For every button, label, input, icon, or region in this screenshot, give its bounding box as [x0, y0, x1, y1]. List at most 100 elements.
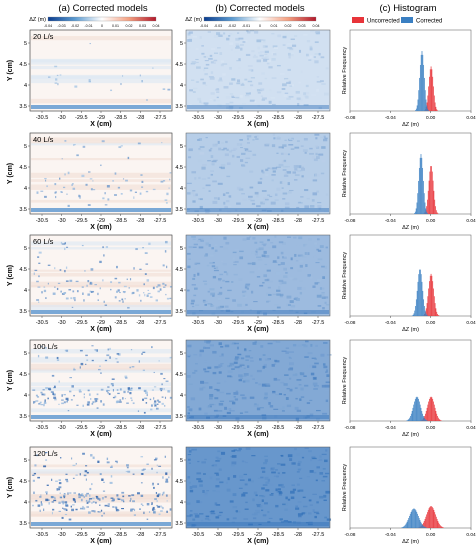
map-a-speck [116, 361, 119, 363]
histogram-bar-uncorrected [439, 524, 440, 528]
map-b-speck [295, 397, 298, 400]
map-b-speck [324, 137, 328, 140]
map-a-speck [64, 247, 66, 251]
map-b-speck [244, 95, 250, 97]
panel-row-3: 60 L/s-30.5 -30 -29.5 -29 -28.5 -28 -27.5X (cm… [7, 234, 476, 333]
map-b-speck [313, 255, 317, 259]
map-b-speck [287, 52, 291, 56]
map-b-speck [207, 303, 212, 305]
map-a-speck [82, 145, 86, 148]
map-a-speck [95, 501, 97, 504]
map-a-speck [47, 264, 51, 266]
map-b-speck [198, 238, 203, 241]
histogram-bar-corrected [427, 108, 429, 111]
map-b-speck [256, 39, 262, 43]
histogram-xtick-label: 0.04 [466, 532, 476, 538]
map-xtick-label: -28 [136, 425, 144, 431]
map-b-speck [213, 52, 219, 54]
map-a-speck [62, 292, 66, 294]
histogram-xtick-label: -0.04 [385, 532, 396, 538]
histogram-bar-uncorrected [432, 281, 434, 316]
map-a-speck [131, 494, 135, 497]
map-a-speck [47, 499, 50, 501]
map-a-speck [43, 286, 46, 288]
map-a-speck [72, 504, 75, 506]
map-a-speck [48, 76, 51, 78]
map-b-speck [187, 344, 192, 348]
map-b-speck [187, 458, 191, 461]
map-a-speck [128, 287, 130, 289]
map-b-speck [204, 518, 210, 520]
map-b-speck [305, 340, 309, 343]
histogram-bar-corrected [414, 401, 415, 421]
map-a-speck [164, 199, 168, 201]
map-b-speck [204, 209, 210, 211]
map-ytick-label: 5 [180, 144, 183, 150]
map-ytick-label: 3.5 [175, 207, 183, 213]
map-b-speck [230, 48, 233, 52]
map-b-speck [193, 294, 197, 297]
histogram-bar-corrected [412, 314, 414, 316]
map-b-speck [265, 489, 270, 492]
map-b-speck [224, 153, 229, 157]
map-b-speck [267, 238, 270, 242]
colorbar-tick-label: -0.03 [57, 24, 65, 28]
map-b-speck [325, 449, 328, 452]
map-a-speck [120, 192, 123, 195]
map-b-speck [286, 404, 292, 408]
map-b-speck [213, 409, 218, 412]
map-b-speck [189, 89, 193, 92]
map-b-speck [232, 299, 236, 302]
map-a-speck [88, 80, 91, 83]
map-b-speck [326, 354, 332, 356]
map-b-speck [272, 45, 278, 48]
map-a-speck [95, 398, 99, 400]
map-b-speck [196, 61, 199, 64]
map-b-speck [207, 31, 211, 33]
map-b-speck [227, 205, 232, 208]
map-a-speck [104, 504, 108, 507]
map-b-speck [265, 384, 271, 387]
map-b-speck [211, 247, 214, 250]
map-a-speck [61, 243, 65, 245]
map-a-speck [111, 465, 113, 468]
map-b-speck [219, 481, 224, 484]
map-b-speck [259, 241, 264, 243]
map-a-speck [137, 142, 141, 145]
map-b-speck [233, 44, 236, 46]
map-b-speck [244, 40, 248, 42]
map-xtick-label: -29 [97, 115, 105, 121]
map-a-speck [169, 297, 172, 300]
map-b-speck [186, 354, 192, 357]
map-a-speck [91, 345, 94, 347]
map-b-speck [199, 205, 203, 209]
map-b-speck [186, 502, 191, 505]
title-a: (a) Corrected models [58, 3, 147, 14]
map-b-speck [210, 236, 213, 240]
map-a-speck [59, 492, 61, 494]
map-b-speck [237, 79, 241, 83]
map-b-speck [298, 517, 302, 519]
map-b-speck [237, 97, 241, 101]
map-a-speck [107, 505, 110, 507]
map-a-speck [116, 494, 119, 497]
map-b-speck [309, 152, 314, 155]
map-b-speck [245, 283, 251, 285]
map-xtick-label: -30 [214, 320, 222, 326]
map-a-speck [97, 497, 100, 500]
map-b-speck [207, 519, 211, 521]
map-b-speck [211, 160, 217, 163]
map-b-speck [236, 82, 241, 85]
map-b-speck [217, 79, 223, 82]
map-b-speck [204, 283, 208, 286]
map-a-speck [157, 483, 160, 485]
map-b-speck [251, 262, 256, 266]
map-b-speck [319, 287, 323, 290]
map-b-speck [271, 32, 275, 35]
histogram-bar-uncorrected [428, 288, 430, 316]
histogram-bar-uncorrected [423, 522, 424, 528]
map-a-speck [116, 400, 120, 403]
map-b-speck [217, 297, 221, 301]
map-b-speck [219, 246, 224, 248]
histogram-bar-corrected [422, 167, 424, 214]
